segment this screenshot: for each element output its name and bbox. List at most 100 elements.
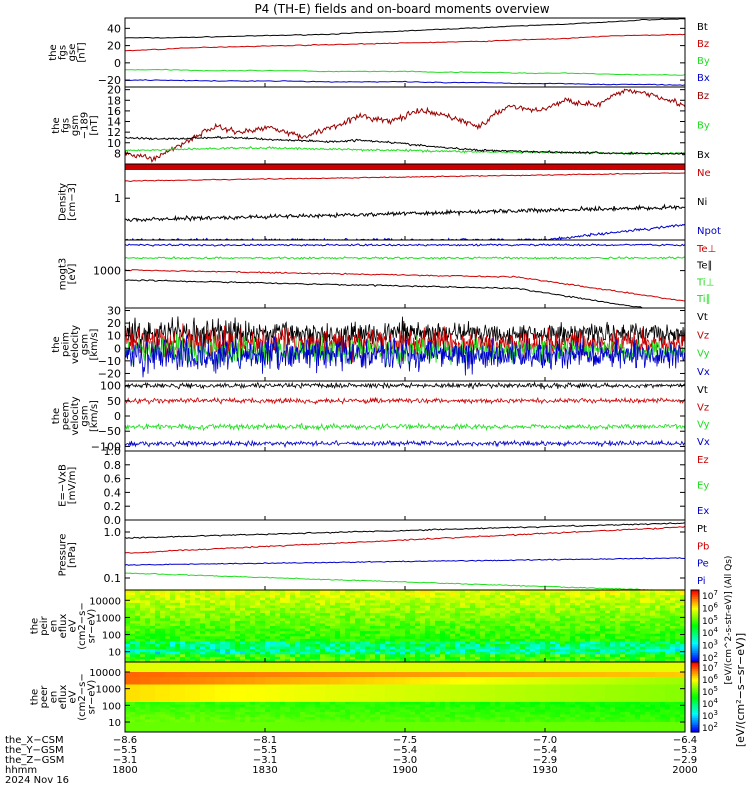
spectrogram-cell (225, 694, 231, 698)
spectrogram-cell (395, 618, 401, 622)
spectrogram-cell (125, 654, 131, 658)
spectrogram-cell (135, 641, 141, 645)
spectrogram-cell (330, 644, 336, 648)
spectrogram-cell (170, 727, 176, 731)
spectrogram-cell (535, 602, 541, 607)
spectrogram-cell (140, 702, 146, 706)
spectrogram-cell (125, 702, 131, 706)
spectrogram-cell (225, 651, 231, 655)
spectrogram-cell (205, 699, 211, 703)
spectrogram-cell (145, 664, 151, 668)
spectrogram-cell (480, 590, 486, 594)
spectrogram-cell (320, 623, 326, 627)
spectrogram-cell (430, 623, 436, 627)
spectrogram-cell (550, 636, 556, 640)
spectrogram-cell (370, 605, 376, 609)
spectrogram-cell (245, 679, 251, 683)
spectrogram-cell (155, 724, 161, 728)
spectrogram-cell (390, 638, 396, 643)
spectrogram-cell (140, 638, 146, 643)
spectrogram-cell (185, 602, 191, 607)
spectrogram-cell (365, 595, 371, 599)
spectrogram-cell (155, 646, 161, 650)
spectrogram-cell (125, 712, 131, 716)
spectrogram-cell (150, 592, 156, 596)
spectrogram-cell (300, 631, 306, 635)
spectrogram-cell (585, 618, 591, 622)
spectrogram-cell (375, 669, 381, 673)
spectrogram-cell (230, 602, 236, 607)
spectrogram-cell (165, 689, 171, 693)
spectrogram-cell (505, 613, 511, 617)
spectrogram-cell (275, 641, 281, 645)
spectrogram-cell (405, 727, 411, 731)
spectrogram-cell (265, 699, 271, 703)
spectrogram-cell (525, 592, 531, 596)
spectrogram-cell (225, 590, 231, 594)
spectrogram-cell (330, 605, 336, 609)
spectrogram-cell (385, 613, 391, 617)
spectrogram-cell (240, 644, 246, 648)
spectrogram-cell (155, 623, 161, 627)
spectrogram-cell (375, 597, 381, 601)
spectrogram-cell (405, 631, 411, 635)
spectrogram-cell (370, 687, 376, 691)
spectrogram-cell (295, 724, 301, 728)
spectrogram-cell (255, 623, 261, 627)
spectrogram-cell (355, 659, 361, 662)
spectrogram-cell (500, 618, 506, 622)
density-ne-band (125, 164, 685, 170)
spectrogram-cell (240, 646, 246, 650)
spectrogram-cell (635, 615, 641, 619)
spectrogram-cell (395, 664, 401, 668)
spectrogram-cell (140, 659, 146, 662)
spectrogram-cell (345, 729, 351, 732)
spectrogram-cell (380, 689, 386, 693)
spectrogram-cell (285, 729, 291, 732)
spectrogram-cell (130, 613, 136, 617)
spectrogram-cell (265, 707, 271, 711)
spectrogram-cell (185, 620, 191, 625)
spectrogram-cell (165, 620, 171, 625)
spectrogram-cell (360, 605, 366, 609)
spectrogram-cell (305, 615, 311, 619)
spectrogram-cell (345, 638, 351, 643)
spectrogram-cell (600, 600, 606, 604)
spectrogram-cell (140, 656, 146, 661)
spectrogram-cell (385, 610, 391, 614)
spectrogram-cell (320, 674, 326, 678)
spectrogram-cell (250, 707, 256, 711)
spectrogram-cell (300, 697, 306, 701)
spectrogram-cell (380, 592, 386, 596)
spectrogram-cell (405, 615, 411, 619)
spectrogram-cell (180, 679, 186, 683)
spectrogram-cell (140, 694, 146, 698)
spectrogram-cell (170, 719, 176, 723)
spectrogram-cell (165, 714, 171, 718)
spectrogram-cell (340, 709, 346, 713)
spectrogram-cell (530, 597, 536, 601)
spectrogram-cell (435, 595, 441, 599)
spectrogram-cell (300, 684, 306, 688)
spectrogram-cell (530, 654, 536, 658)
spectrogram-cell (295, 620, 301, 625)
spectrogram-cell (605, 626, 611, 630)
spectrogram-cell (185, 717, 191, 721)
spectrogram-cell (630, 636, 636, 640)
spectrogram-cell (155, 638, 161, 643)
spectrogram-cell (125, 597, 131, 601)
spectrogram-cell (395, 727, 401, 731)
spectrogram-cell (185, 689, 191, 693)
spectrogram-cell (160, 656, 166, 661)
spectrogram-cell (145, 633, 151, 637)
spectrogram-cell (570, 613, 576, 617)
spectrogram-cell (665, 651, 671, 655)
spectrogram-cell (660, 608, 666, 612)
spectrogram-cell (385, 651, 391, 655)
spectrogram-cell (410, 662, 416, 666)
spectrogram-cell (255, 597, 261, 601)
spectrogram-cell (350, 674, 356, 678)
spectrogram-cell (355, 656, 361, 661)
spectrogram-cell (370, 684, 376, 688)
spectrogram-cell (325, 729, 331, 732)
